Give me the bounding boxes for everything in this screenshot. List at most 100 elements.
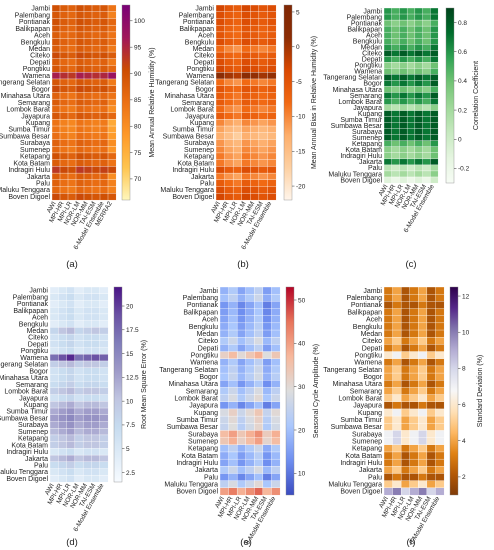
heatmap-cell: [245, 315, 255, 324]
heatmap-cell: [74, 327, 84, 335]
station-label: Surabaya: [18, 422, 48, 429]
heatmap-cell: [215, 119, 225, 127]
heatmap-cell: [58, 441, 67, 449]
heatmap-cell: [406, 44, 416, 51]
heatmap-cell: [232, 146, 243, 154]
heatmap-cell: [418, 337, 428, 345]
heatmap-cell: [83, 85, 93, 93]
heatmap-cell: [426, 401, 436, 410]
heatmap-cell: [250, 51, 260, 60]
heatmap-cell: [58, 333, 67, 342]
heatmap-cell: [409, 415, 419, 424]
heatmap-cell: [75, 139, 85, 147]
heatmap-cell: [82, 333, 92, 342]
heatmap-cell: [236, 372, 247, 381]
heatmap-cell: [74, 347, 84, 355]
heatmap-cell: [262, 423, 272, 431]
heatmap-cell: [99, 146, 109, 154]
heatmap-cell: [418, 437, 428, 446]
heatmap-cell: [82, 320, 92, 328]
heatmap-cell: [383, 110, 393, 117]
colorbar-label: Mean Annual Bias in Relative Humidity (%…: [311, 36, 318, 169]
heatmap-cell: [258, 18, 268, 26]
heatmap-cell: [59, 172, 69, 181]
heatmap-cell: [267, 146, 277, 154]
station-label: Ketapang: [188, 446, 218, 453]
heatmap-cell: [241, 152, 251, 160]
heatmap-cell: [232, 193, 243, 201]
heatmap-cell: [430, 19, 439, 27]
station-label: Bengkulu: [21, 39, 50, 46]
panel-3: JambiPalembangPontianakBalikpapanAcehBen…: [323, 7, 480, 270]
colorbar-tick-label: 5: [126, 446, 130, 453]
heatmap-cell: [236, 430, 247, 438]
heatmap-cell: [435, 358, 445, 367]
heatmap-cell: [83, 18, 93, 26]
heatmap-cell: [392, 466, 402, 474]
heatmap-cell: [418, 415, 428, 424]
heatmap-cell: [391, 31, 400, 39]
heatmap-cell: [383, 329, 393, 338]
heatmap-cell: [219, 437, 229, 446]
heatmap-cell: [51, 72, 61, 80]
heatmap-cell: [74, 286, 84, 295]
heatmap-cell: [435, 423, 445, 431]
heatmap-cell: [392, 329, 402, 338]
heatmap-cell: [75, 78, 85, 87]
heatmap-cell: [426, 408, 436, 417]
heatmap-cell: [107, 51, 117, 60]
heatmap-cell: [74, 434, 84, 442]
heatmap-cell: [91, 293, 101, 301]
station-label: Ketapang: [352, 141, 382, 148]
heatmap-cell: [51, 51, 61, 60]
heatmap-cell: [49, 327, 59, 335]
heatmap-cell: [215, 58, 225, 66]
heatmap-cell: [258, 4, 268, 13]
station-label: Jakarta: [359, 467, 382, 474]
heatmap-cell: [49, 354, 59, 362]
heatmap-cell: [228, 380, 238, 388]
heatmap-cell: [400, 358, 411, 367]
heatmap-cell: [74, 313, 84, 321]
heatmap-cell: [58, 320, 67, 328]
heatmap-cell: [250, 11, 260, 19]
heatmap-cell: [383, 98, 393, 105]
heatmap-cell: [228, 387, 238, 395]
heatmap-cell: [267, 92, 277, 100]
heatmap-cell: [426, 315, 436, 324]
heatmap-cell: [91, 286, 101, 295]
station-label: Surabaya: [184, 140, 214, 147]
heatmap-cell: [383, 170, 393, 178]
heatmap-cell: [392, 487, 402, 496]
heatmap-cell: [254, 344, 264, 352]
heatmap-cell: [250, 172, 260, 181]
heatmap-cell: [51, 11, 61, 19]
heatmap-cell: [99, 65, 109, 73]
station-label: Minahasa Utara: [169, 381, 219, 388]
station-label: Maluku Tenggara: [328, 171, 382, 178]
station-label: Balikpapan: [183, 309, 218, 316]
heatmap-cell: [224, 186, 234, 194]
heatmap-cell: [49, 340, 59, 348]
heatmap-cell: [267, 85, 277, 93]
station-label: Aceh: [198, 33, 214, 40]
heatmap-cell: [430, 68, 439, 75]
heatmap-cell: [430, 86, 439, 93]
heatmap-cell: [435, 408, 445, 417]
heatmap-cell: [49, 428, 59, 436]
heatmap-cell: [409, 308, 419, 317]
heatmap-cell: [271, 437, 281, 446]
colorbar-tick-label: 20: [298, 427, 306, 434]
heatmap-cell: [430, 25, 439, 33]
heatmap-cell: [215, 92, 225, 100]
station-label: Boven Digoel: [6, 476, 48, 483]
heatmap-cell: [236, 351, 247, 360]
heatmap-cell: [250, 85, 260, 93]
heatmap-cell: [400, 458, 411, 467]
colorbar-tick-label: 90: [134, 71, 142, 78]
heatmap-cell: [262, 315, 272, 324]
heatmap-cell: [83, 31, 93, 39]
heatmap-cell: [430, 134, 439, 142]
heatmap-cell: [232, 172, 243, 181]
heatmap-cell: [82, 347, 92, 355]
